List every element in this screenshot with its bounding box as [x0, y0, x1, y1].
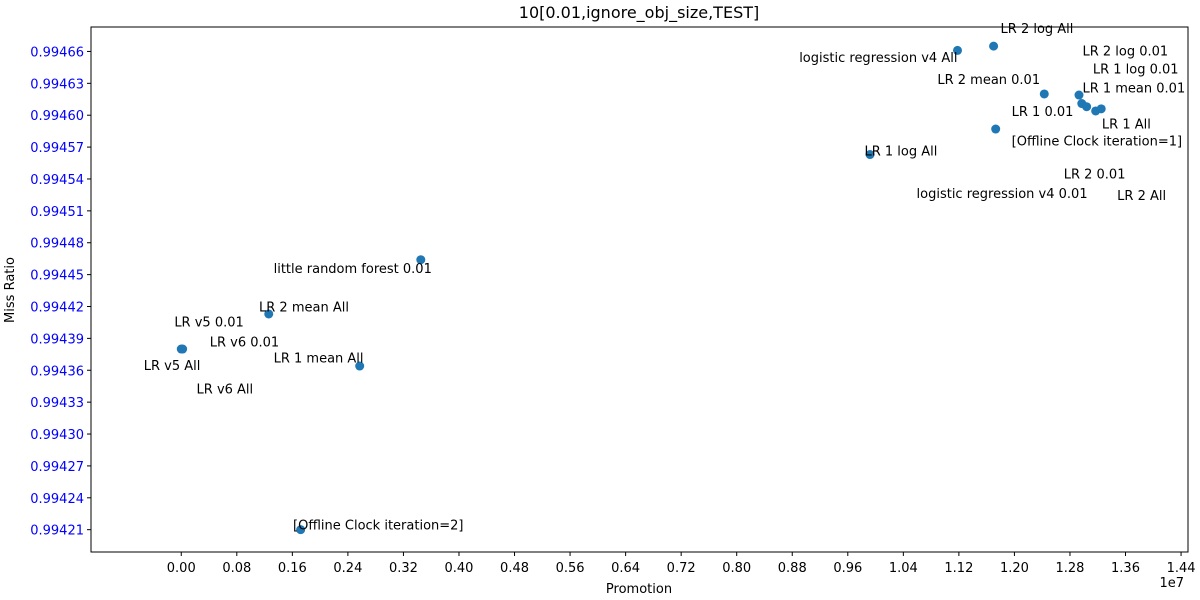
plot-frame — [90, 26, 1189, 553]
point-annotation: LR 2 All — [1117, 189, 1166, 204]
point-annotation: LR 2 mean All — [259, 301, 349, 316]
point-annotation: LR 1 0.01 — [1012, 105, 1074, 120]
point-annotation: LR 2 mean 0.01 — [937, 73, 1040, 88]
point-annotation: LR 1 log 0.01 — [1093, 62, 1179, 77]
data-point — [296, 525, 306, 535]
point-annotation: LR 1 All — [1102, 118, 1151, 133]
x-tick-label: 0.72 — [667, 561, 696, 576]
point-annotation: LR 1 mean 0.01 — [1082, 82, 1185, 97]
x-tick-label: 0.96 — [833, 561, 862, 576]
point-annotation: little random forest 0.01 — [274, 262, 432, 277]
x-tick-label: 0.24 — [333, 561, 362, 576]
data-point — [1074, 90, 1084, 100]
x-tick-label: 0.88 — [778, 561, 807, 576]
data-point — [991, 124, 1001, 134]
x-tick-label: 0.80 — [722, 561, 751, 576]
x-tick-label: 1.44 — [1167, 561, 1196, 576]
x-tick-label: 0.32 — [389, 561, 418, 576]
y-tick-label: 0.99439 — [30, 332, 84, 347]
x-axis-ticks: 0.00 0.08 0.16 0.24 0.32 0.40 0.48 0.56 0.64 0.72… — [167, 552, 1196, 576]
y-axis-ticks: 0.99421 0.99424 0.99427 0.99430 0.99433 0.994… — [30, 45, 91, 539]
data-point — [952, 45, 962, 55]
point-annotation: LR 2 log All — [1001, 22, 1074, 37]
data-point — [1039, 89, 1049, 99]
y-tick-label: 0.99448 — [30, 237, 84, 252]
y-tick-label: 0.99427 — [30, 460, 84, 475]
x-tick-label: 0.64 — [611, 561, 640, 576]
x-tick-label: 0.08 — [222, 561, 251, 576]
data-point — [1082, 102, 1092, 112]
point-annotation: LR v6 0.01 — [210, 336, 279, 351]
point-annotation: LR 2 0.01 — [1064, 168, 1126, 183]
x-tick-label: 0.56 — [556, 561, 585, 576]
y-tick-label: 0.99466 — [30, 45, 84, 60]
point-annotation: LR 2 log 0.01 — [1082, 44, 1168, 59]
data-point — [416, 255, 426, 265]
x-tick-label: 1.12 — [944, 561, 973, 576]
point-annotation: LR 1 log All — [864, 144, 937, 159]
y-axis-label: Miss Ratio — [3, 257, 18, 323]
data-point — [1096, 104, 1106, 114]
annotations-layer: LR 2 log All logistic regression v4 All LR… — [144, 22, 1185, 533]
x-tick-label: 0.16 — [278, 561, 307, 576]
x-axis-label: Promotion — [606, 582, 672, 597]
y-tick-label: 0.99454 — [30, 173, 84, 188]
y-tick-label: 0.99442 — [30, 301, 84, 316]
x-tick-label: 0.00 — [167, 561, 196, 576]
y-tick-label: 0.99451 — [30, 205, 84, 220]
y-tick-label: 0.99457 — [30, 141, 84, 156]
x-tick-label: 0.40 — [445, 561, 474, 576]
y-tick-label: 0.99424 — [30, 492, 84, 507]
y-tick-label: 0.99421 — [30, 524, 84, 539]
x-tick-label: 1.20 — [1000, 561, 1029, 576]
x-tick-label: 0.48 — [500, 561, 529, 576]
point-annotation: [Offline Clock iteration=1] — [1012, 135, 1182, 150]
point-annotation: LR 1 mean All — [274, 352, 364, 367]
y-tick-label: 0.99445 — [30, 269, 84, 284]
point-annotation: LR v5 0.01 — [174, 315, 243, 330]
x-tick-label: 1.28 — [1055, 561, 1084, 576]
y-tick-label: 0.99463 — [30, 77, 84, 92]
data-point — [355, 361, 365, 371]
points-layer — [176, 41, 1106, 535]
point-annotation: logistic regression v4 0.01 — [917, 187, 1088, 202]
data-point — [264, 309, 274, 319]
point-annotation: LR v6 All — [197, 382, 254, 397]
y-tick-label: 0.99460 — [30, 109, 84, 124]
y-tick-label: 0.99436 — [30, 364, 84, 379]
x-tick-label: 1.36 — [1111, 561, 1140, 576]
y-tick-label: 0.99430 — [30, 428, 84, 443]
y-tick-label: 0.99433 — [30, 396, 84, 411]
data-point — [989, 41, 999, 51]
data-point — [865, 150, 875, 160]
point-annotation: logistic regression v4 All — [799, 51, 957, 66]
point-annotation: [Offline Clock iteration=2] — [293, 518, 463, 533]
x-axis-offset-label: 1e7 — [1159, 576, 1184, 591]
point-annotation: LR v5 All — [144, 359, 201, 374]
chart-title: 10[0.01,ignore_obj_size,TEST] — [519, 3, 759, 23]
x-tick-label: 1.04 — [889, 561, 918, 576]
data-point — [178, 344, 188, 354]
